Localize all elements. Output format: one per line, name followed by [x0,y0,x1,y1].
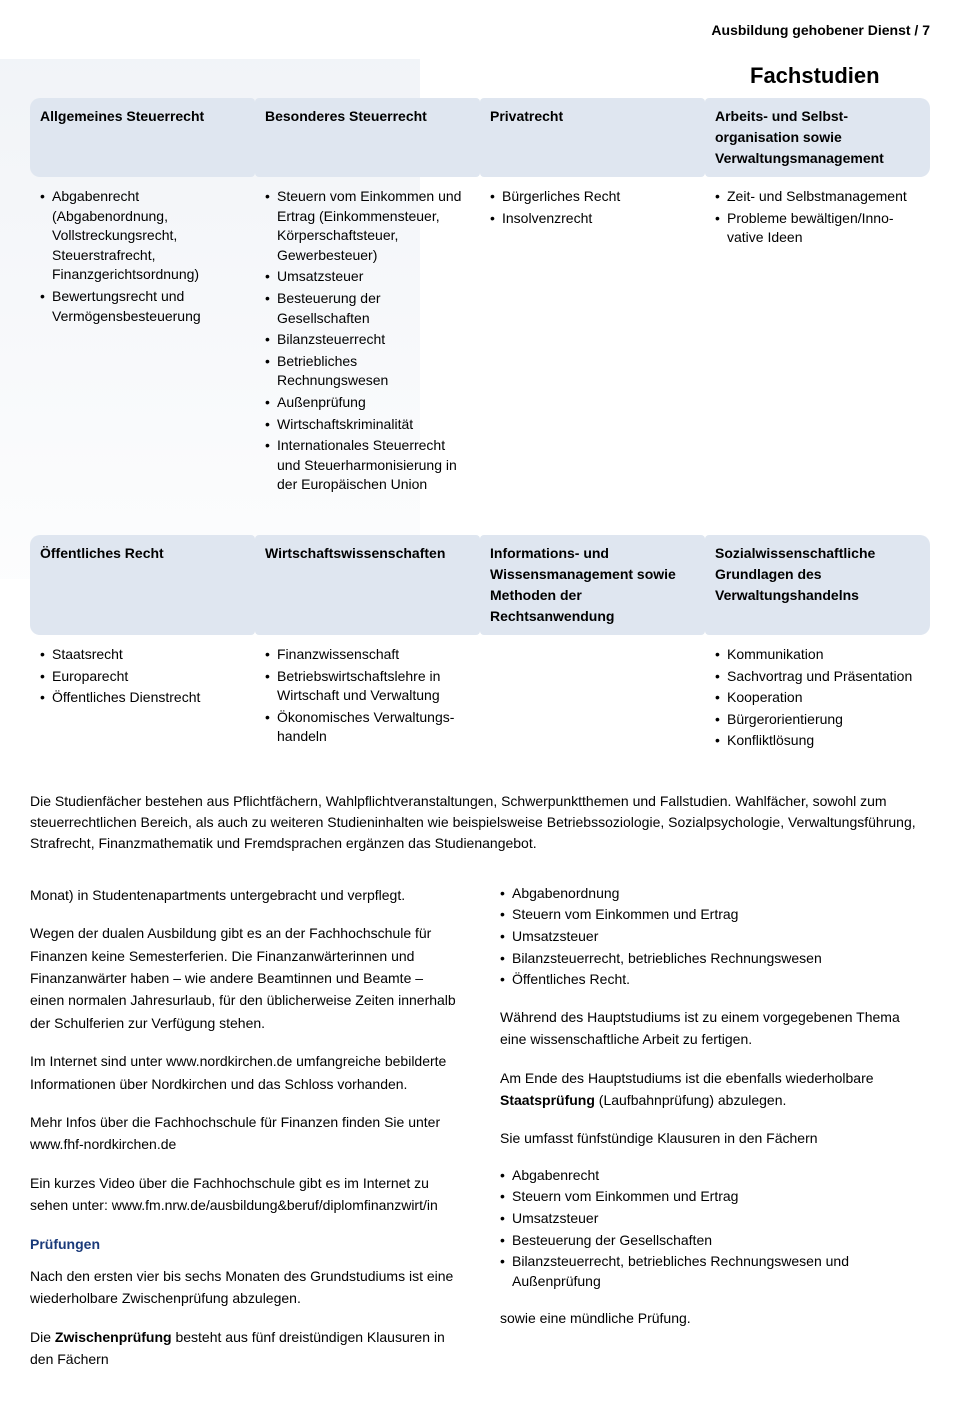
col-header: Sozialwissenschaftliche Grundlagen des V… [705,535,930,635]
bold-term: Zwischenprüfung [55,1329,172,1345]
text: Am Ende des Hauptstudiums ist die ebenfa… [500,1070,874,1086]
col-header: Allgemeines Steuerrecht [30,98,255,177]
table-content-row: Staatsrecht Europarecht Öffentliches Die… [30,635,930,771]
list-item: Steuern vom Einkommen und Ertrag [500,905,930,925]
list-item: Betriebliches Rechnungswesen [265,352,470,391]
cell [480,635,705,771]
cell: Zeit- und Selbstmanagement Probleme bewä… [705,177,930,515]
list-item: Kommunikation [715,645,920,665]
list-item: Bürgerorientierung [715,710,920,730]
body-paragraph: Ein kurzes Video über die Fachhochschule… [30,1172,460,1217]
list-item: Bilanzsteuerrecht [265,330,470,350]
list-item: Wirtschaftskriminalität [265,415,470,435]
table-header-row: Öffentliches Recht Wirtschaftswissenscha… [30,535,930,635]
list-item: Besteuerung der Gesellschaften [500,1231,930,1251]
fachstudien-table-1: Allgemeines Steuerrecht Besonderes Steue… [30,98,930,515]
body-paragraph: Im Internet sind unter www.nordkirchen.d… [30,1050,460,1095]
section-heading-pruefungen: Prüfungen [30,1233,460,1255]
list-item: Bilanzsteuerrecht, betriebliches Rechnun… [500,949,930,969]
list-item: Kooperation [715,688,920,708]
footnote-paragraph: Die Studienfächer bestehen aus Pflichtfä… [30,791,930,854]
col-header: Wirtschaftswissenschaften [255,535,480,635]
list-item: Probleme bewältigen/Inno­vative Ideen [715,209,920,248]
fachstudien-table-2: Öffentliches Recht Wirtschaftswissenscha… [30,535,930,771]
section-title: Fachstudien [750,59,930,92]
list-item: Europarecht [40,667,245,687]
list-item: Ökonomisches Verwaltungs­handeln [265,708,470,747]
body-paragraph: Am Ende des Hauptstudiums ist die ebenfa… [500,1067,930,1112]
list-item: Bilanzsteuerrecht, betriebliches Rechnun… [500,1252,930,1291]
list-item: Umsatzsteuer [500,927,930,947]
list-item: Staatsrecht [40,645,245,665]
col-header: Privatrecht [480,98,705,177]
col-header: Informations- und Wissensmanagement sowi… [480,535,705,635]
list-item: Bewertungsrecht und Vermögensbesteuerung [40,287,245,326]
list-item: Insolvenzrecht [490,209,695,229]
list-item: Sachvortrag und Präsentation [715,667,920,687]
list-item: Außenprüfung [265,393,470,413]
table-content-row: Abgabenrecht (Abgabenordnung, Vollstreck… [30,177,930,515]
table-header-row: Allgemeines Steuerrecht Besonderes Steue… [30,98,930,177]
body-paragraph: sowie eine mündliche Prüfung. [500,1307,930,1329]
list-item: Umsatzsteuer [500,1209,930,1229]
body-paragraph: Während des Hauptstudiums ist zu einem v… [500,1006,930,1051]
body-paragraph: Die Zwischenprüfung besteht aus fünf dre… [30,1326,460,1371]
cell: Abgabenrecht (Abgabenordnung, Vollstreck… [30,177,255,515]
breadcrumb: Ausbildung gehobener Dienst / 7 [30,20,930,41]
zwischenpruefung-list: Abgabenordnung Steuern vom Einkommen und… [500,884,930,990]
cell: Steuern vom Einkommen und Ertrag (Einkom… [255,177,480,515]
list-item: Öffentliches Recht. [500,970,930,990]
body-paragraph: Nach den ersten vier bis sechs Monaten d… [30,1265,460,1310]
list-item: Abgabenrecht [500,1166,930,1186]
list-item: Finanzwissenschaft [265,645,470,665]
body-paragraph: Mehr Infos über die Fachhochschule für F… [30,1111,460,1156]
body-columns: Monat) in Studentenapartments untergebra… [30,884,930,1371]
list-item: Konfliktlösung [715,731,920,751]
staatspruefung-list: Abgabenrecht Steuern vom Einkommen und E… [500,1166,930,1292]
list-item: Steuern vom Einkommen und Ertrag [500,1187,930,1207]
list-item: Öffentliches Dienstrecht [40,688,245,708]
body-paragraph: Wegen der dualen Ausbildung gibt es an d… [30,922,460,1034]
cell: Staatsrecht Europarecht Öffentliches Die… [30,635,255,771]
list-item: Zeit- und Selbstmanagement [715,187,920,207]
list-item: Betriebswirtschaftslehre in Wirtschaft u… [265,667,470,706]
col-header: Arbeits- und Selbst­organisation sowie V… [705,98,930,177]
list-item: Bürgerliches Recht [490,187,695,207]
bold-term: Staatsprüfung [500,1092,595,1108]
col-header: Öffentliches Recht [30,535,255,635]
text: Die [30,1329,55,1345]
cell: Kommunikation Sachvortrag und Präsentati… [705,635,930,771]
list-item: Steuern vom Einkommen und Ertrag (Einkom… [265,187,470,265]
list-item: Abgabenordnung [500,884,930,904]
list-item: Internationales Steuerrecht und Steuerha… [265,436,470,495]
body-paragraph: Sie umfasst fünfstündige Klausuren in de… [500,1127,930,1149]
cell: Bürgerliches Recht Insolvenzrecht [480,177,705,515]
text: (Laufbahnprü­fung) abzulegen. [595,1092,786,1108]
list-item: Besteuerung der Gesellschaften [265,289,470,328]
cell: Finanzwissenschaft Betriebswirtschaftsle… [255,635,480,771]
list-item: Umsatzsteuer [265,267,470,287]
col-header: Besonderes Steuerrecht [255,98,480,177]
list-item: Abgabenrecht (Abgabenordnung, Vollstreck… [40,187,245,285]
body-paragraph: Monat) in Studentenapartments untergebra… [30,884,460,906]
